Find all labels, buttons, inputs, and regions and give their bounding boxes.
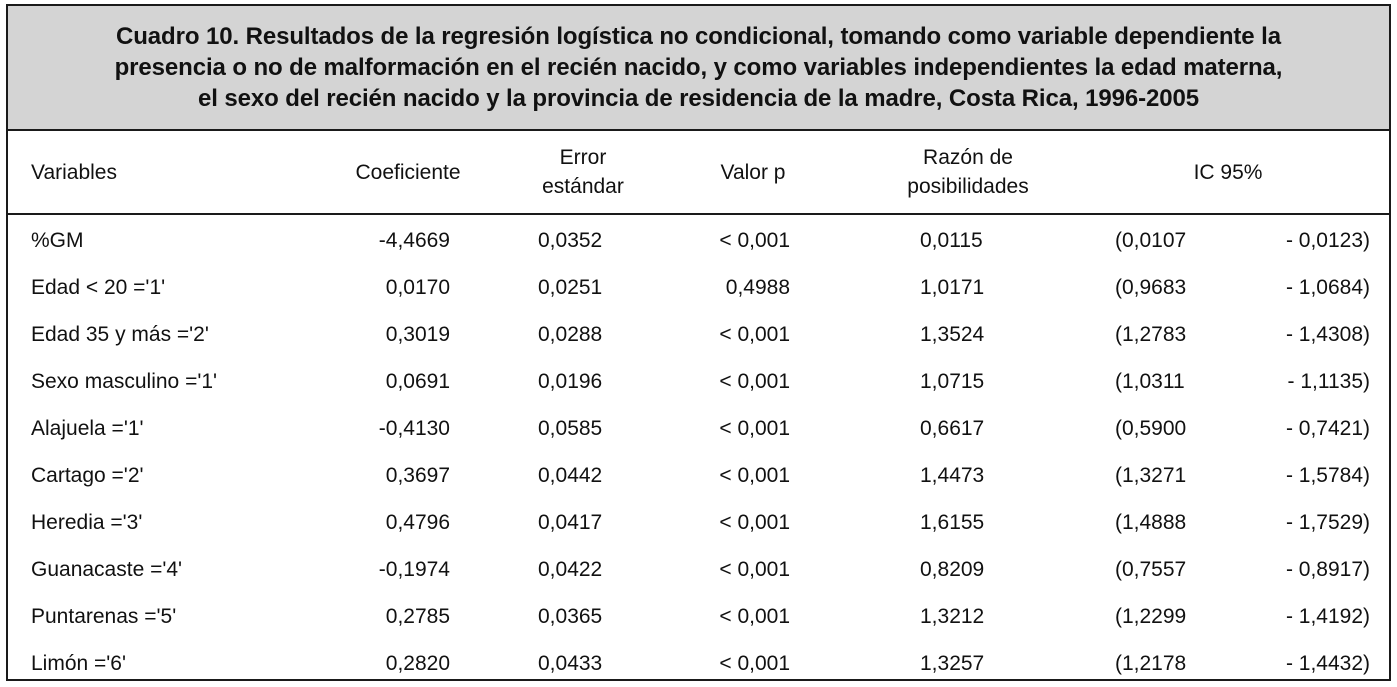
table-header: Variables Coeficiente Error estándar Val… (8, 131, 1389, 215)
cell-ic-high: - 1,4308) (1285, 323, 1370, 346)
table-row: Cartago ='2' 0,3697 0,0442 < 0,001 1,447… (8, 452, 1389, 499)
cell-ic-high: - 1,7529) (1285, 511, 1370, 534)
header-error-estandar: Error estándar (542, 146, 624, 198)
cell-variable: Cartago ='2' (31, 464, 144, 487)
table-row: Edad < 20 ='1' 0,0170 0,0251 0,4988 1,01… (8, 264, 1389, 311)
cell-valor-p: < 0,001 (719, 417, 790, 440)
cell-error: 0,0417 (538, 511, 603, 534)
cell-error: 0,0433 (538, 652, 603, 675)
cell-coeficiente: -0,1974 (378, 558, 450, 581)
cell-ic-low: (0,9683 (1115, 276, 1187, 299)
cell-ic-high: - 0,0123) (1285, 229, 1370, 252)
table-row: Puntarenas ='5' 0,2785 0,0365 < 0,001 1,… (8, 593, 1389, 640)
cell-ic-high: - 1,4432) (1285, 652, 1370, 675)
cell-ic-low: (1,0311 (1115, 370, 1185, 393)
cell-error: 0,0352 (538, 229, 603, 252)
cell-error: 0,0442 (538, 464, 603, 487)
caption-line-2: presencia o no de malformación en el rec… (114, 54, 1283, 81)
cell-coeficiente: 0,0170 (385, 276, 450, 299)
header-variables: Variables (31, 160, 117, 184)
table-row: Edad 35 y más ='2' 0,3019 0,0288 < 0,001… (8, 311, 1389, 358)
cell-coeficiente: 0,2820 (385, 652, 450, 675)
header-razon-posibilidades: Razón de posibilidades (907, 146, 1029, 198)
cell-valor-p: < 0,001 (719, 605, 790, 628)
cell-coeficiente: 0,2785 (385, 605, 450, 628)
cell-razon: 1,4473 (920, 464, 985, 487)
header-ic-95: IC 95% (1193, 160, 1263, 184)
cell-variable: Guanacaste ='4' (31, 558, 183, 581)
cell-ic-low: (1,2299 (1115, 605, 1187, 628)
cell-error: 0,0196 (538, 370, 603, 393)
cell-razon: 1,3212 (920, 605, 985, 628)
cell-coeficiente: 0,4796 (385, 511, 450, 534)
table-row: Sexo masculino ='1' 0,0691 0,0196 < 0,00… (8, 358, 1389, 405)
table-row: Limón ='6' 0,2820 0,0433 < 0,001 1,3257 … (8, 640, 1389, 687)
cell-coeficiente: 0,3697 (385, 464, 450, 487)
cell-ic-high: - 0,8917) (1285, 558, 1370, 581)
cell-variable: Edad 35 y más ='2' (31, 323, 209, 346)
cell-razon: 0,6617 (920, 417, 985, 440)
cell-variable: Puntarenas ='5' (31, 605, 177, 628)
cell-valor-p: < 0,001 (719, 464, 790, 487)
table-row: Heredia ='3' 0,4796 0,0417 < 0,001 1,615… (8, 499, 1389, 546)
cell-ic-low: (1,4888 (1115, 511, 1187, 534)
header-coeficiente: Coeficiente (355, 160, 461, 184)
cell-razon: 1,3257 (920, 652, 985, 675)
cell-ic-high: - 1,5784) (1285, 464, 1370, 487)
cell-coeficiente: 0,0691 (385, 370, 450, 393)
table-row: %GM -4,4669 0,0352 < 0,001 0,0115 (0,010… (8, 217, 1389, 264)
cell-ic-low: (0,7557 (1115, 558, 1187, 581)
cell-error: 0,0585 (538, 417, 603, 440)
cell-valor-p: < 0,001 (719, 558, 790, 581)
cell-variable: Edad < 20 ='1' (31, 276, 166, 299)
cell-variable: Alajuela ='1' (31, 417, 144, 440)
cell-ic-high: - 1,4192) (1285, 605, 1370, 628)
table-row: Guanacaste ='4' -0,1974 0,0422 < 0,001 0… (8, 546, 1389, 593)
cell-coeficiente: -0,4130 (378, 417, 450, 440)
cell-ic-high: - 1,1135) (1287, 370, 1371, 393)
cell-valor-p: < 0,001 (719, 511, 790, 534)
cell-error: 0,0422 (538, 558, 603, 581)
cell-razon: 1,3524 (920, 323, 985, 346)
cell-variable: %GM (31, 229, 84, 252)
cell-razon: 1,0715 (920, 370, 985, 393)
cell-ic-low: (1,3271 (1115, 464, 1187, 487)
cell-valor-p: < 0,001 (719, 370, 790, 393)
cell-razon: 0,0115 (920, 229, 983, 252)
header-valor-p: Valor p (720, 160, 786, 184)
table-row: Alajuela ='1' -0,4130 0,0585 < 0,001 0,6… (8, 405, 1389, 452)
cell-razon: 1,6155 (920, 511, 985, 534)
caption-line-1: Cuadro 10. Resultados de la regresión lo… (116, 23, 1281, 50)
cell-ic-high: - 0,7421) (1285, 417, 1370, 440)
cell-ic-low: (1,2178 (1115, 652, 1187, 675)
cell-coeficiente: -4,4669 (378, 229, 450, 252)
cell-coeficiente: 0,3019 (385, 323, 450, 346)
table-body: %GM -4,4669 0,0352 < 0,001 0,0115 (0,010… (8, 217, 1389, 687)
caption-line-3: el sexo del recién nacido y la provincia… (198, 85, 1199, 112)
cell-valor-p: < 0,001 (719, 652, 790, 675)
cell-variable: Sexo masculino ='1' (31, 370, 218, 393)
cell-error: 0,0365 (538, 605, 603, 628)
regression-table: Cuadro 10. Resultados de la regresión lo… (6, 4, 1391, 681)
cell-razon: 0,8209 (920, 558, 985, 581)
table-caption: Cuadro 10. Resultados de la regresión lo… (8, 6, 1389, 131)
cell-variable: Limón ='6' (31, 652, 126, 675)
cell-error: 0,0251 (538, 276, 603, 299)
cell-valor-p: 0,4988 (725, 276, 790, 299)
cell-valor-p: < 0,001 (719, 229, 790, 252)
cell-error: 0,0288 (538, 323, 603, 346)
cell-razon: 1,0171 (920, 276, 985, 299)
cell-ic-low: (0,5900 (1115, 417, 1187, 440)
cell-ic-low: (0,0107 (1115, 229, 1187, 252)
cell-variable: Heredia ='3' (31, 511, 143, 534)
cell-ic-high: - 1,0684) (1285, 276, 1370, 299)
cell-valor-p: < 0,001 (719, 323, 790, 346)
cell-ic-low: (1,2783 (1115, 323, 1187, 346)
